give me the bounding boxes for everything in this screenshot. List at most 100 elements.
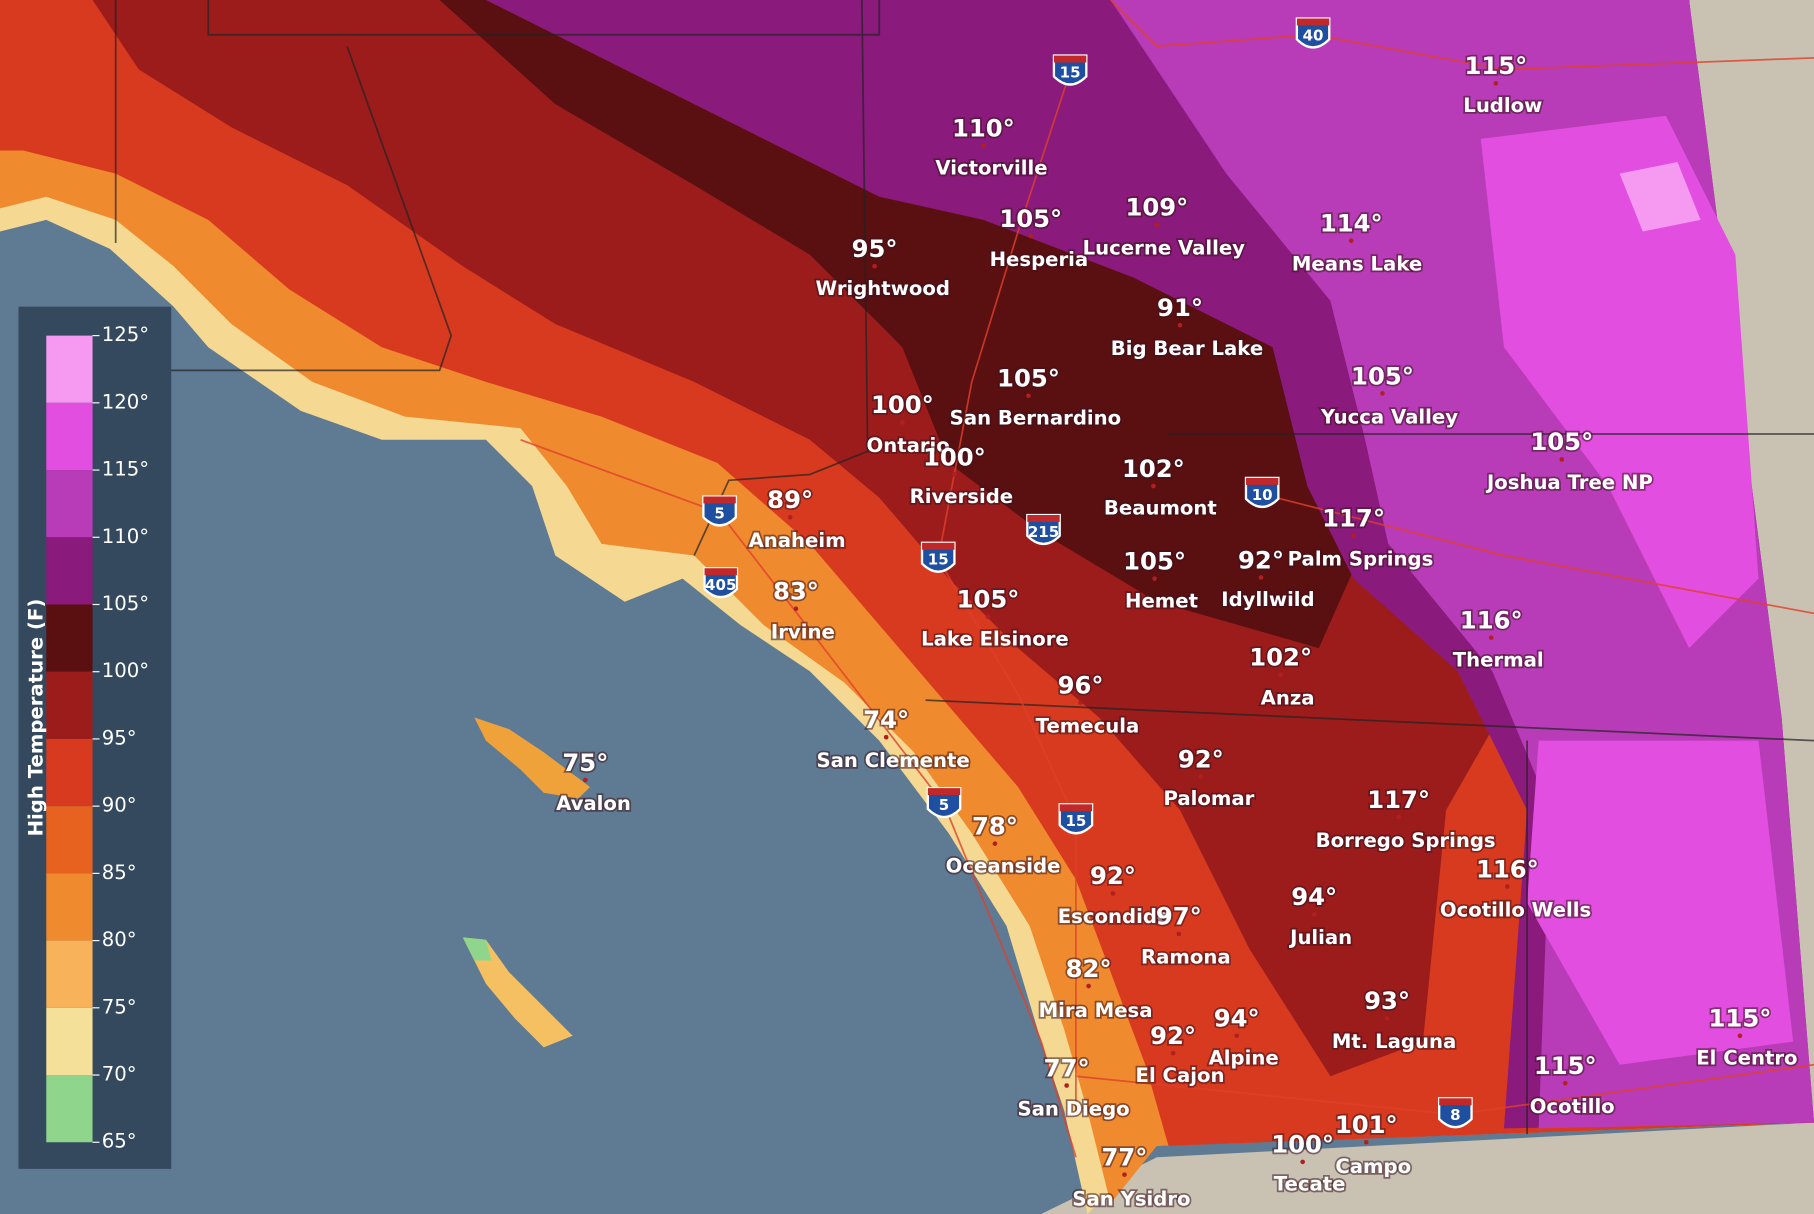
temperature-label: 100° [871,390,934,419]
city-label: Palm Springs [1288,548,1434,571]
city-dot [872,263,877,269]
shield-top [1053,55,1087,63]
highway-shield: 8 [1438,1097,1473,1129]
county-lines [114,0,1814,1135]
city-dot [981,143,986,149]
legend-swatch [46,604,93,672]
temperature-label: 102° [1122,454,1185,483]
city-label: Ludlow [1463,94,1542,117]
city-label: Hesperia [990,248,1089,271]
city-label: Irvine [771,621,835,644]
temperature-label: 105° [1351,361,1414,390]
city-label: Anza [1261,687,1315,710]
temperature-label: 94° [1214,1004,1260,1033]
city-label: Mt. Laguna [1332,1030,1456,1053]
temperature-label: 115° [1709,1004,1772,1033]
city-dot [900,420,905,425]
city-label: Means Lake [1292,253,1422,276]
city-dot [1363,1139,1369,1145]
city-label: San Bernardino [950,406,1122,429]
shield-top [1245,477,1279,485]
shield-label: 40 [1303,26,1324,44]
temperature-label: 93° [1364,986,1410,1015]
highway-shield: 40 [1295,17,1331,49]
legend-swatch [46,738,93,807]
city-dot [1737,1033,1743,1039]
highway-shield: 10 [1244,476,1280,509]
temperature-label: 114° [1320,209,1383,238]
city-label: Oceanside [946,854,1061,877]
city-dot [1122,1172,1127,1177]
city-label: Hemet [1125,589,1198,612]
temperature-label: 82° [1066,954,1112,983]
city-label: Escondido [1058,905,1171,928]
city-label: Tecate [1274,1173,1346,1196]
city-label: Campo [1335,1155,1411,1178]
land-desert-extreme [1480,115,1794,1065]
temperature-label: 116° [1460,605,1523,634]
highway-shield: 5 [702,495,737,527]
legend-swatch [46,806,93,874]
city-dot [1311,911,1317,917]
city-label: Idyllwild [1221,588,1314,611]
legend-tick-label: 110° [102,525,149,548]
temperature-label: 94° [1291,882,1337,911]
legend-tick-label: 65° [102,1130,137,1153]
shield-label: 5 [939,796,949,814]
temperature-label: 97° [1156,902,1202,931]
legend-swatch [46,335,93,403]
island-cool [462,937,492,961]
city-dot [1177,322,1183,328]
shield-top [922,542,955,550]
city-label: Beaumont [1104,497,1217,520]
legend-tick-label: 115° [102,458,149,481]
city-dot [1380,391,1385,396]
temperature-label: 92° [1238,545,1284,574]
city-dot [1488,635,1494,640]
city-label: Borrego Springs [1316,829,1496,852]
shield-top [1296,18,1330,26]
temperature-label: 91° [1157,293,1203,322]
legend-tick-label: 125° [102,323,149,346]
shield-label: 15 [928,551,949,569]
temperature-label: 89° [767,485,813,514]
temperature-label: 105° [999,204,1062,233]
city-dot [1110,891,1116,896]
shield-shape [926,786,962,819]
temperature-label: 96° [1058,670,1104,699]
city-label: Mira Mesa [1039,999,1153,1022]
city-label: Wrightwood [815,277,949,300]
temperature-label: 110° [952,114,1015,143]
city-label: Ramona [1141,946,1231,969]
city-label: San Ysidro [1072,1188,1190,1211]
temperature-label: 77° [1102,1142,1148,1171]
temperature-label: 100° [923,442,986,471]
city-label: Yucca Valley [1320,405,1458,428]
temperature-label: 115° [1534,1051,1597,1080]
temperature-label: 101° [1335,1110,1398,1139]
highway-shield: 15 [1052,54,1088,86]
city-label: San Diego [1017,1097,1129,1120]
city-dot [1028,233,1034,239]
highway-shield: 5 [926,786,962,819]
shield-top [703,496,736,504]
temperature-label: 105° [1530,427,1593,456]
city-label: Lucerne Valley [1083,236,1246,259]
city-dot [992,841,998,846]
highway-shield: 405 [703,567,739,599]
city-dot [1396,814,1401,820]
city-dot [1384,1016,1390,1021]
city-dot [1154,222,1160,227]
legend-tick-label: 90° [102,794,137,817]
highway-shield: 15 [1058,803,1094,835]
temperature-label: 117° [1367,785,1430,814]
city-label: Lake Elsinore [921,627,1069,650]
legend-panel [18,306,172,1169]
legend-tick-label: 105° [102,592,149,615]
city-label: Big Bear Lake [1111,337,1263,360]
city-dot [1026,393,1031,399]
temperature-label: 92° [1150,1021,1196,1050]
legend-tick-label: 75° [102,995,137,1018]
